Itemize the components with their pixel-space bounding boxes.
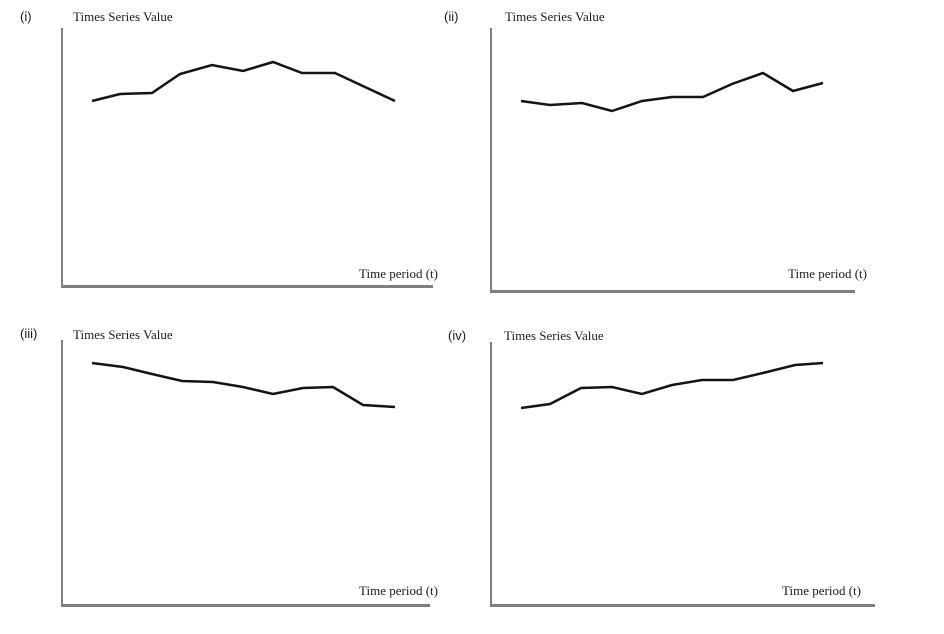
chart-panel-i: (i) Times Series Value Time period (t) xyxy=(0,0,472,312)
chart-label-i: (i) xyxy=(20,9,32,24)
plot-area-ii xyxy=(520,71,824,113)
x-axis-line xyxy=(490,290,855,293)
x-axis-label: Time period (t) xyxy=(788,266,867,281)
x-axis-label: Time period (t) xyxy=(359,266,438,281)
time-series-line xyxy=(91,60,396,103)
time-series-line xyxy=(91,361,396,409)
chart-panel-iv: (iv) Times Series Value Time period (t) xyxy=(440,317,944,634)
y-axis-line xyxy=(61,28,63,287)
y-axis-line xyxy=(490,342,492,604)
chart-label-ii: (ii) xyxy=(444,9,459,24)
time-series-line xyxy=(520,361,824,410)
y-axis-line xyxy=(490,28,492,290)
plot-area-i xyxy=(91,60,396,103)
y-axis-label: Times Series Value xyxy=(73,327,173,342)
x-axis-label: Time period (t) xyxy=(359,583,438,598)
x-axis-line xyxy=(61,604,430,607)
chart-label-iii: (iii) xyxy=(20,326,38,341)
y-axis-label: Times Series Value xyxy=(73,9,173,24)
chart-label-iv: (iv) xyxy=(448,328,467,343)
chart-panel-iii: (iii) Times Series Value Time period (t) xyxy=(0,317,472,634)
chart-panel-ii: (ii) Times Series Value Time period (t) xyxy=(440,0,944,312)
x-axis-line xyxy=(490,604,875,607)
x-axis-label: Time period (t) xyxy=(782,583,861,598)
x-axis-line xyxy=(61,285,433,288)
plot-area-iv xyxy=(520,361,824,410)
plot-area-iii xyxy=(91,361,396,409)
y-axis-label: Times Series Value xyxy=(504,328,604,343)
y-axis-label: Times Series Value xyxy=(505,9,605,24)
time-series-line xyxy=(520,71,824,113)
y-axis-line xyxy=(61,340,63,604)
